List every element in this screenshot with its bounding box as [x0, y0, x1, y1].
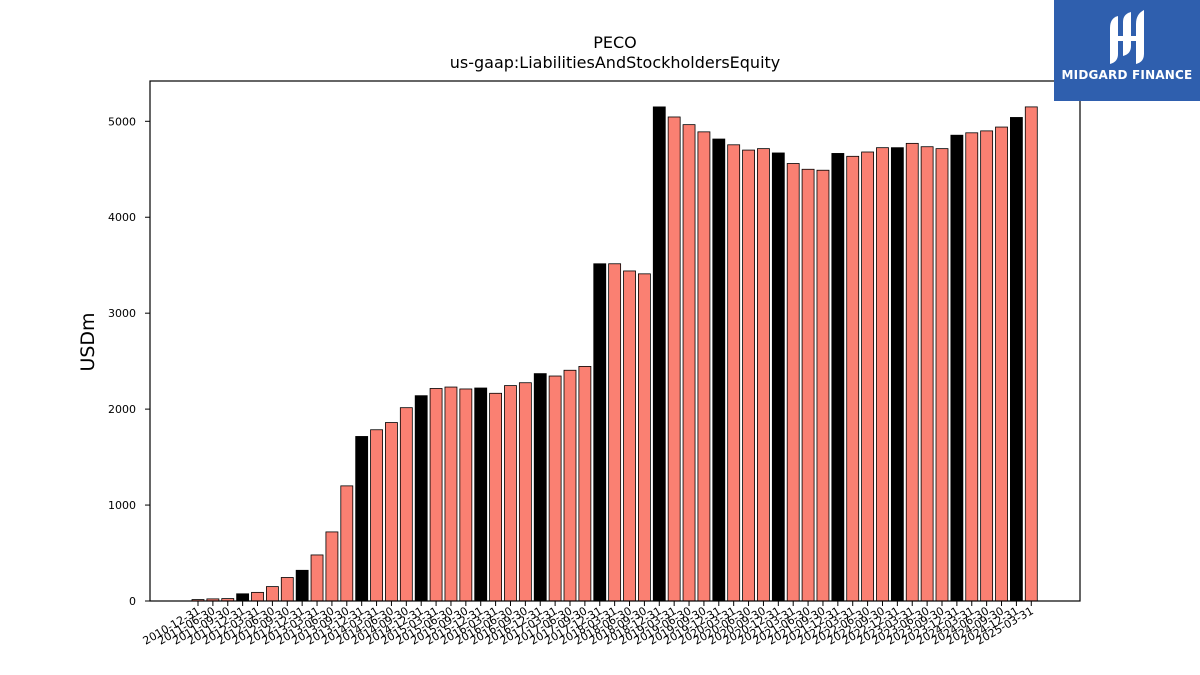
- bar-2019-12-31: [712, 138, 726, 602]
- bar-2022-09-30: [876, 147, 889, 602]
- bar-2012-12-31: [295, 569, 309, 602]
- bar-2016-06-30: [504, 385, 517, 602]
- bar-2014-09-30: [399, 407, 413, 602]
- bar-2023-09-30: [935, 148, 949, 602]
- bar-2020-03-31: [727, 144, 741, 602]
- bar-2019-06-30: [682, 124, 696, 602]
- y-tick-label: 2000: [108, 403, 136, 416]
- bar-2025-03-31: [1024, 106, 1038, 602]
- bar-2016-12-31: [533, 373, 547, 602]
- bar-2013-12-31: [355, 436, 369, 602]
- bar-2019-03-31: [667, 116, 681, 602]
- bar-2016-09-30: [518, 382, 532, 602]
- y-axis-label: USDm: [77, 312, 99, 371]
- bar-2022-12-31: [890, 147, 904, 602]
- bar-2023-03-31: [905, 142, 919, 602]
- bars-group: [191, 106, 1038, 602]
- y-tick-label: 1000: [108, 499, 136, 512]
- bar-2016-03-31: [489, 392, 503, 602]
- bar-2015-12-31: [474, 387, 488, 602]
- bar-2021-09-30: [816, 169, 830, 602]
- bar-2022-03-31: [846, 155, 860, 602]
- chart-subtitle: us-gaap:LiabilitiesAndStockholdersEquity: [450, 53, 781, 72]
- y-tick-label: 4000: [108, 211, 136, 224]
- logo-text: MIDGARD FINANCE: [1061, 68, 1193, 82]
- bar-2021-03-31: [786, 163, 800, 602]
- bar-2017-03-31: [548, 375, 562, 602]
- bar-2018-09-30: [638, 273, 651, 602]
- bar-2013-03-31: [310, 554, 324, 602]
- bar-2024-06-30: [980, 130, 994, 602]
- bar-2012-03-31: [251, 591, 264, 602]
- y-tick-label: 3000: [108, 307, 136, 320]
- plot-frame: [149, 80, 1081, 602]
- y-axis: 0 1000 2000 3000 4000 5000: [108, 115, 150, 608]
- midgard-logo: MIDGARD FINANCE: [1054, 0, 1200, 101]
- midgard-logo-icon: [1110, 10, 1144, 64]
- bar-2021-06-30: [801, 168, 815, 602]
- bar-2020-09-30: [757, 148, 770, 602]
- x-axis: 2010-12-312011-06-302011-09-302011-12-31…: [141, 601, 1036, 648]
- bar-2012-06-30: [265, 586, 279, 602]
- bar-2015-09-30: [459, 388, 473, 602]
- bar-2017-06-30: [563, 369, 577, 602]
- bar-2023-12-31: [950, 134, 964, 602]
- bar-2015-03-31: [429, 388, 443, 602]
- bar-2018-03-31: [608, 263, 622, 602]
- bar-2024-03-31: [965, 132, 979, 602]
- bar-2024-12-31: [1010, 117, 1023, 602]
- bar-2020-06-30: [742, 149, 755, 602]
- bar-2012-09-30: [280, 577, 294, 602]
- bar-2018-06-30: [623, 270, 636, 602]
- bar-2014-12-31: [414, 395, 428, 602]
- bar-2015-06-30: [444, 386, 458, 602]
- chart-title: PECO: [593, 33, 637, 52]
- bar-2022-06-30: [861, 151, 874, 602]
- bar-2017-12-31: [593, 263, 607, 602]
- y-tick-label: 0: [129, 595, 136, 608]
- bar-2018-12-31: [652, 106, 666, 602]
- bar-2019-09-30: [697, 131, 711, 602]
- bar-2013-06-30: [325, 531, 339, 602]
- bar-2023-06-30: [920, 146, 934, 602]
- bar-2024-09-30: [995, 126, 1008, 602]
- bar-2014-06-30: [385, 422, 398, 602]
- bar-2011-12-31: [236, 593, 250, 602]
- bar-2020-12-31: [771, 152, 785, 602]
- y-tick-label: 5000: [108, 115, 136, 128]
- bar-2017-09-30: [578, 366, 592, 602]
- bar-2021-12-31: [831, 153, 845, 602]
- bar-2014-03-31: [370, 429, 383, 602]
- bar-2013-09-30: [340, 485, 354, 602]
